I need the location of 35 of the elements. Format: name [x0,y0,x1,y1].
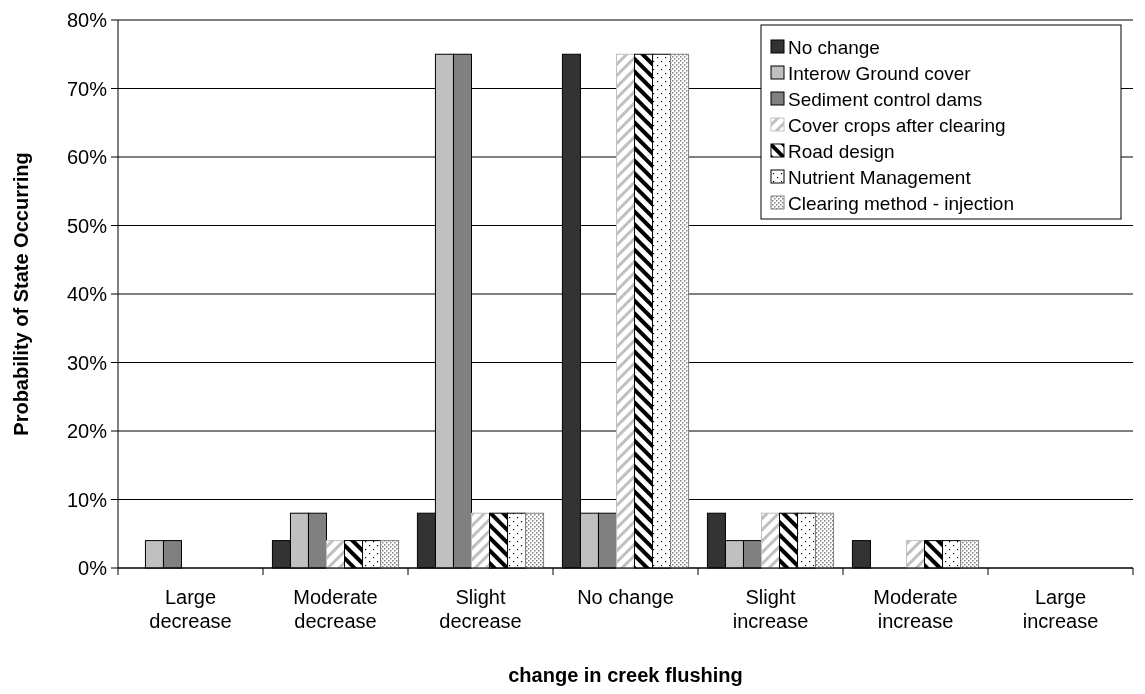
bar [380,540,400,569]
bar [615,53,636,569]
y-tick-label: 40% [66,283,108,305]
x-tick-label: Moderate decrease [293,586,378,632]
legend-label: No change [788,36,880,58]
y-tick-label: 20% [66,420,108,442]
bar [905,540,926,569]
bar [670,53,690,569]
legend-label: Interow Ground cover [788,62,972,84]
legend-label: Clearing method - injection [788,192,1015,214]
legend-label: Road design [788,140,895,162]
x-tick-label: Moderate increase [873,586,958,632]
y-tick-label: 70% [66,77,108,100]
bar [470,512,491,569]
x-tick-label: Slight increase [732,586,809,632]
bar [960,540,980,569]
y-tick-label: 10% [66,488,108,511]
y-tick-label: 50% [66,214,108,237]
legend-label: Nutrient Management [788,166,972,188]
x-tick-label: Slight decrease [439,586,522,632]
y-tick-label: 0% [78,557,108,579]
bar [815,512,835,569]
y-tick-label: 80% [66,9,108,31]
bar [760,512,781,569]
legend-label: Sediment control dams [788,88,983,110]
y-axis-title: Probability of State Occurring [10,152,32,436]
legend-label: Cover crops after clearing [788,114,1006,136]
bar [325,540,346,569]
x-tick-label: Large decrease [149,586,232,632]
x-axis-title: change in creek flushing [508,664,743,686]
x-tick-label: Large increase [1022,586,1099,632]
bar [525,512,545,569]
x-tick-label: No change [577,586,674,608]
y-tick-label: 30% [66,351,108,374]
y-tick-label: 60% [66,146,108,168]
